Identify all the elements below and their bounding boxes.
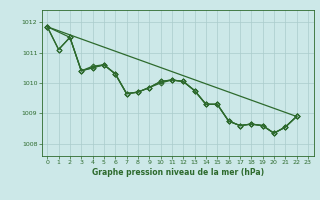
X-axis label: Graphe pression niveau de la mer (hPa): Graphe pression niveau de la mer (hPa) (92, 168, 264, 177)
